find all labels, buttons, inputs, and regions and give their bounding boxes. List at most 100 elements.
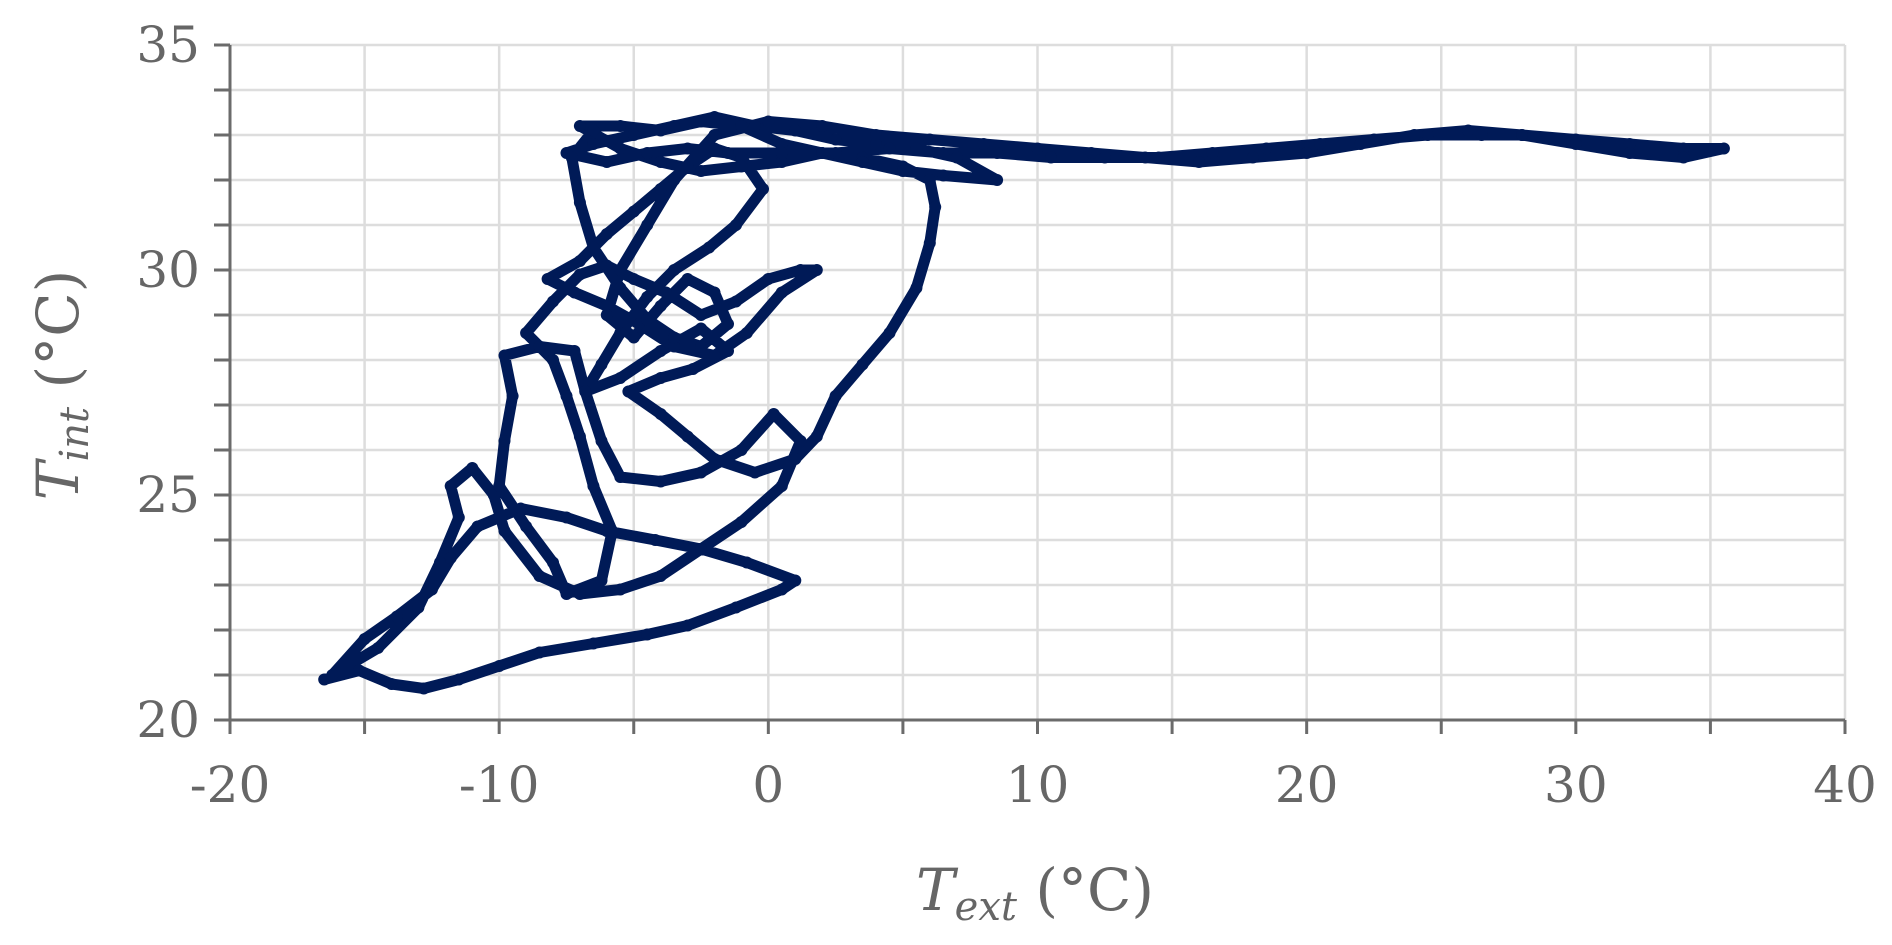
data-point [1677, 151, 1690, 164]
data-point [708, 286, 721, 299]
data-point [1462, 124, 1475, 137]
data-point [533, 646, 546, 659]
x-tick-label: 0 [752, 756, 784, 814]
data-point [775, 138, 788, 150]
data-point [560, 390, 573, 402]
data-point [568, 345, 581, 357]
data-point [641, 628, 654, 641]
data-point [883, 142, 896, 155]
data-point [762, 273, 775, 285]
x-axis-title-unit: (°C) [1017, 856, 1154, 924]
data-point [614, 142, 627, 155]
data-point [654, 345, 667, 357]
data-point [1421, 129, 1434, 141]
data-point [1031, 142, 1044, 155]
data-point [856, 358, 869, 371]
y-axis-title-unit: (°C) [24, 270, 92, 407]
data-point [614, 327, 627, 339]
x-axis-title-subscript: ext [955, 884, 1018, 930]
x-tick-label: 20 [1275, 756, 1339, 814]
data-point [1206, 147, 1219, 159]
x-tick-label: 10 [1006, 756, 1070, 814]
data-point [1717, 142, 1730, 155]
data-point [412, 601, 425, 614]
data-point [600, 259, 613, 272]
data-point [595, 574, 608, 587]
data-point [1314, 138, 1327, 150]
data-point [695, 115, 707, 128]
data-point [573, 196, 586, 209]
x-tick-label: -20 [190, 756, 271, 814]
data-point [565, 151, 578, 164]
data-point [417, 682, 430, 695]
data-point [1354, 138, 1367, 150]
data-point [1085, 147, 1098, 159]
data-point [573, 588, 586, 600]
data-point [950, 151, 963, 164]
data-point [649, 534, 662, 546]
data-point [681, 142, 694, 155]
data-point [775, 480, 788, 492]
data-point [757, 183, 769, 195]
data-point [681, 430, 694, 443]
data-point [568, 286, 581, 299]
data-point [1193, 156, 1205, 168]
data-point [735, 120, 748, 132]
y-tick-label: 20 [136, 691, 200, 749]
data-point [547, 354, 559, 366]
data-point [595, 358, 608, 371]
data-point [794, 264, 807, 276]
data-point [600, 156, 613, 168]
y-axis-title-symbol: T [24, 457, 92, 500]
data-point [326, 669, 339, 681]
data-point [654, 124, 667, 137]
data-point [910, 282, 923, 294]
data-point [614, 372, 627, 384]
x-tick-label: 40 [1813, 756, 1877, 814]
data-point [587, 241, 600, 254]
data-point [668, 264, 681, 276]
data-point [708, 111, 721, 123]
data-point [775, 583, 788, 596]
data-point [722, 318, 734, 330]
data-point [641, 219, 654, 231]
data-point [870, 138, 882, 150]
data-point [703, 241, 716, 254]
data-point [1260, 142, 1273, 155]
data-point [767, 408, 780, 420]
data-point [353, 664, 366, 677]
data-point [789, 124, 802, 137]
data-point [748, 466, 761, 479]
data-point [794, 435, 807, 447]
data-point [654, 183, 667, 195]
data-point [627, 273, 640, 285]
x-axis-title: Text (°C) [916, 856, 1154, 930]
data-point [498, 525, 511, 537]
data-point [730, 601, 742, 614]
data-point [614, 282, 627, 294]
data-point [775, 147, 788, 159]
data-point [775, 156, 788, 168]
data-point [600, 228, 613, 240]
data-point [937, 169, 950, 182]
data-point [695, 322, 707, 335]
data-point [385, 678, 398, 690]
data-point [541, 273, 554, 285]
data-point [547, 556, 559, 569]
data-point [1569, 138, 1582, 150]
data-point [573, 430, 586, 443]
data-point [434, 556, 446, 569]
data-point [660, 286, 672, 299]
data-point [937, 147, 950, 159]
data-point [587, 480, 600, 492]
data-point [1677, 142, 1690, 155]
data-point [452, 511, 465, 524]
data-point [668, 331, 681, 344]
data-point [668, 174, 681, 186]
data-point [695, 466, 707, 479]
data-point [1516, 129, 1528, 141]
data-point [1045, 151, 1057, 164]
data-point [762, 115, 775, 128]
data-point [722, 345, 734, 357]
data-point [587, 124, 600, 137]
